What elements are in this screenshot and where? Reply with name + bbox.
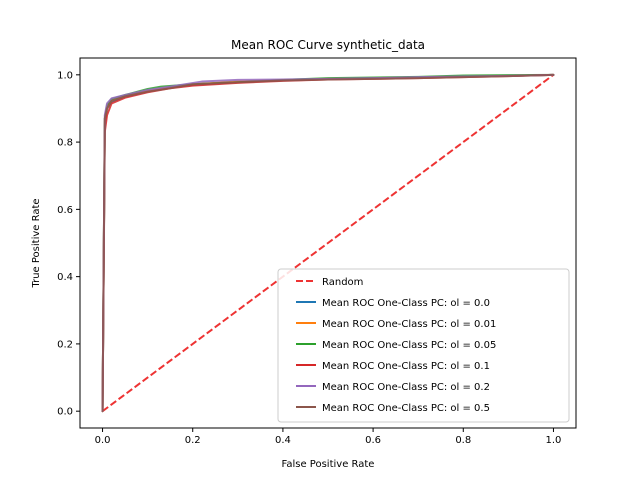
x-axis-title: False Positive Rate <box>282 459 375 470</box>
plot-area <box>101 73 555 413</box>
legend-label: Mean ROC One-Class PC: ol = 0.2 <box>322 382 490 393</box>
legend-label: Random <box>322 277 363 288</box>
legend-label: Mean ROC One-Class PC: ol = 0.0 <box>322 298 490 309</box>
x-tick-label: 0.0 <box>95 435 111 446</box>
legend: Random Mean ROC One-Class PC: ol = 0.0 Mea… <box>277 268 570 423</box>
y-tick-label: 0.0 <box>57 407 73 418</box>
x-tick-label: 1.0 <box>546 435 562 446</box>
x-tick-label: 0.2 <box>185 435 201 446</box>
axes-frame <box>79 57 577 429</box>
y-tick-label: 0.6 <box>57 205 73 216</box>
y-tick-label: 0.2 <box>57 339 73 350</box>
legend-label: Mean ROC One-Class PC: ol = 0.05 <box>322 340 496 351</box>
y-tick-label: 1.0 <box>57 70 73 81</box>
chart-title: Mean ROC Curve synthetic_data <box>231 38 425 52</box>
y-tick-label: 0.8 <box>57 138 73 149</box>
x-tick-label: 0.6 <box>365 435 381 446</box>
legend-label: Mean ROC One-Class PC: ol = 0.1 <box>322 361 490 372</box>
legend-box <box>277 268 570 423</box>
legend-label: Mean ROC One-Class PC: ol = 0.5 <box>322 403 490 414</box>
x-tick-label: 0.4 <box>275 435 291 446</box>
roc-series-line-6 <box>101 73 555 413</box>
y-tick-label: 0.4 <box>57 272 73 283</box>
axis-ticks: 0.0 0.2 0.4 0.6 0.8 1.0 0.0 0.2 0.4 0.6 0.8 1.0 <box>57 70 561 446</box>
random-baseline-line <box>101 74 555 412</box>
legend-label: Mean ROC One-Class PC: ol = 0.01 <box>322 319 496 330</box>
y-axis-title: True Positive Rate <box>31 198 42 288</box>
x-tick-label: 0.8 <box>455 435 471 446</box>
